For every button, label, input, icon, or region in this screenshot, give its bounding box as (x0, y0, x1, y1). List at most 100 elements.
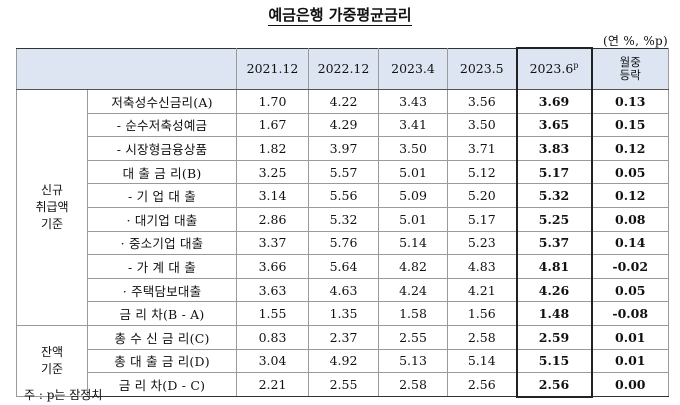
cell-value: 2.55 (308, 372, 379, 398)
cell-value: 2.21 (236, 372, 309, 398)
cell-value: 1.58 (378, 301, 448, 326)
cell-value: 5.12 (447, 159, 517, 185)
header-row: 2021.12 2022.12 2023.4 2023.5 2023.6p 월중… (16, 47, 669, 90)
interest-rate-table: 2021.12 2022.12 2023.4 2023.5 2023.6p 월중… (16, 47, 669, 398)
cell-value: 5.57 (308, 159, 379, 185)
cell-value: 1.56 (447, 301, 517, 326)
cell-value: 4.24 (378, 277, 448, 303)
row-label: 저축성수신금리(A) (87, 89, 237, 114)
cell-latest: 5.17 (515, 159, 593, 185)
header-latest-period: 2023.6p (515, 47, 593, 90)
table-row: - 순수저축성예금 1.67 4.29 3.41 3.50 3.65 0.15 (17, 112, 669, 138)
cell-latest: 4.26 (515, 277, 593, 303)
header-period: 2021.12 (236, 47, 309, 90)
cell-value: 3.71 (447, 136, 517, 161)
row-label: · 중소기업 대출 (87, 230, 237, 256)
cell-change: 0.15 (591, 112, 669, 138)
cell-value: 0.83 (236, 324, 309, 350)
row-label: - 순수저축성예금 (87, 112, 237, 138)
cell-latest: 5.25 (515, 206, 593, 232)
cell-value: 3.14 (236, 183, 309, 208)
cell-latest: 4.81 (515, 254, 593, 279)
cell-value: 3.56 (447, 89, 517, 114)
row-label: · 주택담보대출 (87, 277, 237, 303)
cell-value: 4.63 (308, 277, 379, 303)
table-row: · 주택담보대출 3.63 4.63 4.24 4.21 4.26 0.05 (17, 277, 669, 303)
row-label: - 가 계 대 출 (87, 254, 237, 279)
cell-value: 1.70 (236, 89, 309, 114)
table-row: 금 리 차(D - C) 2.21 2.55 2.58 2.56 2.56 0.… (17, 372, 669, 398)
cell-latest: 5.37 (515, 230, 593, 256)
header-period: 2022.12 (308, 47, 379, 90)
cell-change: 0.05 (591, 159, 669, 185)
table-row: 신규 취급액 기준 저축성수신금리(A) 1.70 4.22 3.43 3.56 3… (16, 89, 669, 326)
unit-label: (연 %, %p) (602, 34, 668, 48)
cell-value: 2.37 (308, 324, 379, 350)
table-row: 금 리 차(B - A) 1.55 1.35 1.58 1.56 1.48 -0… (17, 301, 669, 326)
cell-value: 2.58 (378, 372, 448, 398)
cell-change: 0.13 (591, 89, 669, 114)
group-balance: 잔액 기준 (16, 324, 88, 398)
table-row: 잔액 기준 총 수 신 금 리(C) 0.83 2.37 2.55 2.58 2.… (16, 324, 669, 398)
cell-value: 3.37 (236, 230, 309, 256)
header-period: 2023.5 (447, 47, 517, 90)
header-blank (16, 47, 237, 90)
row-label: · 대기업 대출 (87, 206, 237, 232)
cell-value: 4.21 (447, 277, 517, 303)
row-label: - 시장형금융상품 (87, 136, 237, 161)
row-label: 총 수 신 금 리(C) (87, 324, 237, 350)
table-row: · 중소기업 대출 3.37 5.76 5.14 5.23 5.37 0.14 (17, 230, 669, 256)
row-label: 금 리 차(D - C) (87, 372, 237, 398)
cell-change: 0.01 (591, 348, 669, 374)
cell-change: 0.12 (591, 183, 669, 208)
cell-value: 2.56 (447, 372, 517, 398)
cell-value: 3.50 (378, 136, 448, 161)
row-label: 총 대 출 금 리(D) (87, 348, 237, 374)
table-row: - 시장형금융상품 1.82 3.97 3.50 3.71 3.83 0.12 (17, 136, 669, 161)
cell-value: 1.55 (236, 301, 309, 326)
cell-value: 3.04 (236, 348, 309, 374)
cell-value: 4.82 (378, 254, 448, 279)
footnote: 주 : p는 잠정치 (24, 388, 103, 402)
cell-change: 0.01 (591, 324, 669, 350)
cell-value: 2.58 (447, 324, 517, 350)
cell-latest: 2.59 (515, 324, 593, 350)
cell-value: 3.63 (236, 277, 309, 303)
cell-latest: 5.15 (515, 348, 593, 374)
cell-value: 1.67 (236, 112, 309, 138)
cell-value: 5.01 (378, 159, 448, 185)
cell-latest: 5.32 (515, 183, 593, 208)
cell-change: 0.14 (591, 230, 669, 256)
table-row: - 기 업 대 출 3.14 5.56 5.09 5.20 5.32 0.12 (17, 183, 669, 208)
cell-value: 4.29 (308, 112, 379, 138)
header-monthly-change: 월중 등락 (591, 47, 669, 90)
cell-change: 0.00 (591, 372, 669, 398)
row-label: 대 출 금 리(B) (87, 159, 237, 185)
cell-value: 4.92 (308, 348, 379, 374)
cell-value: 5.64 (308, 254, 379, 279)
cell-value: 5.14 (378, 230, 448, 256)
cell-value: 4.83 (447, 254, 517, 279)
cell-value: 5.01 (378, 206, 448, 232)
cell-value: 5.09 (378, 183, 448, 208)
table-row: 총 대 출 금 리(D) 3.04 4.92 5.13 5.14 5.15 0.… (17, 348, 669, 374)
table-row: · 대기업 대출 2.86 5.32 5.01 5.17 5.25 0.08 (17, 206, 669, 232)
cell-value: 3.25 (236, 159, 309, 185)
row-label: - 기 업 대 출 (87, 183, 237, 208)
cell-value: 3.43 (378, 89, 448, 114)
cell-value: 3.50 (447, 112, 517, 138)
cell-change: -0.08 (591, 301, 669, 326)
cell-value: 3.97 (308, 136, 379, 161)
group-new-issuance: 신규 취급액 기준 (16, 89, 88, 326)
cell-value: 5.13 (378, 348, 448, 374)
cell-value: 1.82 (236, 136, 309, 161)
cell-value: 3.41 (378, 112, 448, 138)
cell-value: 5.20 (447, 183, 517, 208)
table-row: 대 출 금 리(B) 3.25 5.57 5.01 5.12 5.17 0.05 (17, 159, 669, 185)
cell-change: 0.08 (591, 206, 669, 232)
cell-latest: 3.65 (515, 112, 593, 138)
cell-value: 2.55 (378, 324, 448, 350)
cell-value: 5.14 (447, 348, 517, 374)
cell-value: 5.76 (308, 230, 379, 256)
cell-value: 5.23 (447, 230, 517, 256)
